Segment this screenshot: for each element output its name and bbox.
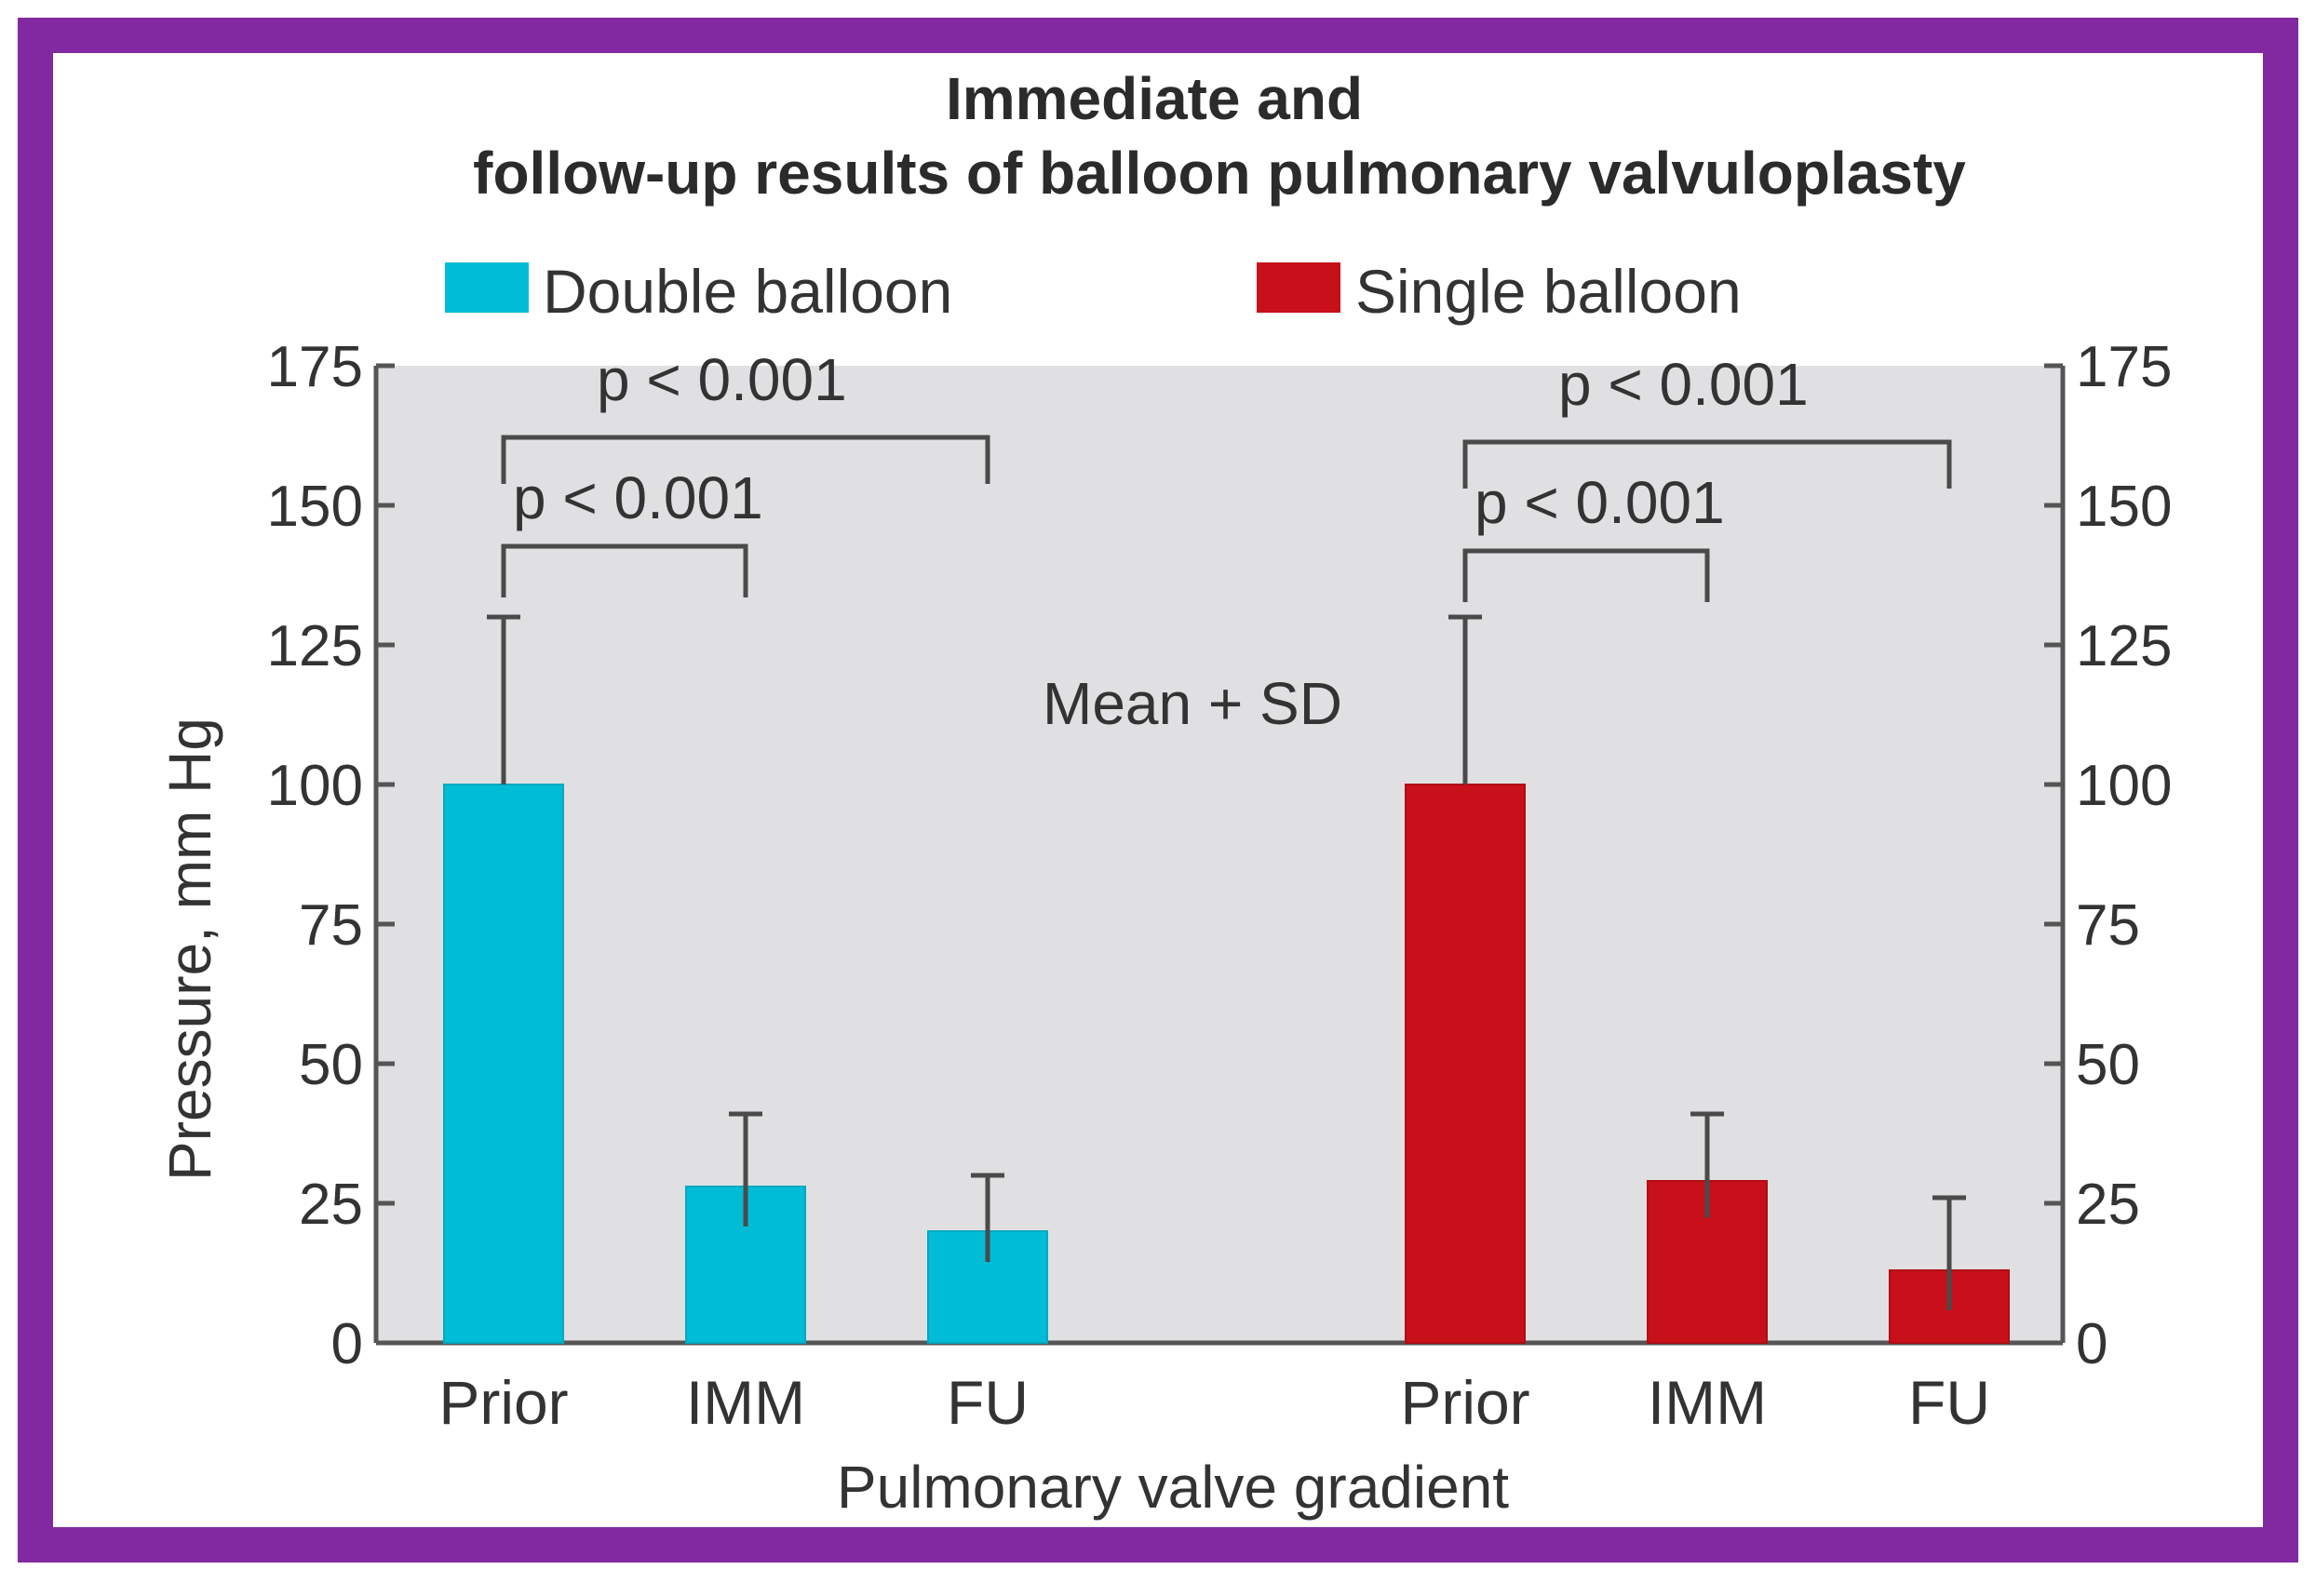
significance-bracket-double-balloon-0 xyxy=(501,543,748,597)
legend-swatch-single-balloon xyxy=(1257,262,1340,313)
y-tick-label-left-75: 75 xyxy=(299,893,363,958)
y-tick-label-right-175: 175 xyxy=(2076,335,2172,399)
x-tick-label-double-balloon-prior: Prior xyxy=(438,1368,568,1437)
y-axis-title: Pressure, mm Hg xyxy=(156,718,223,1181)
y-tick-label-right-75: 75 xyxy=(2076,893,2140,958)
significance-label-single-balloon-1: p < 0.001 xyxy=(1558,351,1809,418)
mean-sd-annotation: Mean + SD xyxy=(1043,670,1342,737)
y-tick-label-right-25: 25 xyxy=(2076,1173,2140,1237)
y-tick-label-left-150: 150 xyxy=(267,475,363,539)
significance-bracket-single-balloon-1 xyxy=(1462,439,1952,489)
y-tick-label-left-175: 175 xyxy=(267,335,363,399)
y-tick-label-right-0: 0 xyxy=(2076,1312,2107,1376)
x-tick-label-single-balloon-fu: FU xyxy=(1908,1368,1990,1437)
y-tick-label-right-125: 125 xyxy=(2076,614,2172,678)
y-tick-label-right-150: 150 xyxy=(2076,475,2172,539)
y-tick-label-left-0: 0 xyxy=(331,1312,363,1376)
significance-label-double-balloon-0: p < 0.001 xyxy=(513,464,763,531)
bar-double-balloon-prior xyxy=(443,784,564,1344)
y-tick-label-left-100: 100 xyxy=(267,754,363,818)
legend-swatch-double-balloon xyxy=(445,262,529,313)
chart-title-line1: Immediate and xyxy=(946,65,1363,132)
legend-label-double-balloon: Double balloon xyxy=(543,257,952,326)
x-axis-title: Pulmonary valve gradient xyxy=(837,1454,1509,1521)
x-tick-label-single-balloon-prior: Prior xyxy=(1400,1368,1529,1437)
significance-bracket-double-balloon-1 xyxy=(501,435,990,484)
x-tick-label-double-balloon-imm: IMM xyxy=(686,1368,805,1437)
significance-label-double-balloon-1: p < 0.001 xyxy=(597,346,847,413)
y-tick-label-left-125: 125 xyxy=(267,614,363,678)
x-tick-label-double-balloon-fu: FU xyxy=(947,1368,1029,1437)
significance-bracket-single-balloon-0 xyxy=(1462,548,1710,602)
chart-title-line2: follow-up results of balloon pulmonary v… xyxy=(473,140,1966,207)
y-tick-label-right-50: 50 xyxy=(2076,1033,2140,1097)
y-tick-label-right-100: 100 xyxy=(2076,754,2172,818)
bar-single-balloon-prior xyxy=(1405,784,1526,1344)
y-tick-label-left-25: 25 xyxy=(299,1173,363,1237)
x-tick-label-single-balloon-imm: IMM xyxy=(1648,1368,1767,1437)
legend-label-single-balloon: Single balloon xyxy=(1355,257,1742,326)
y-tick-label-left-50: 50 xyxy=(299,1033,363,1097)
plot-area xyxy=(376,366,2063,1343)
significance-label-single-balloon-0: p < 0.001 xyxy=(1474,469,1725,536)
